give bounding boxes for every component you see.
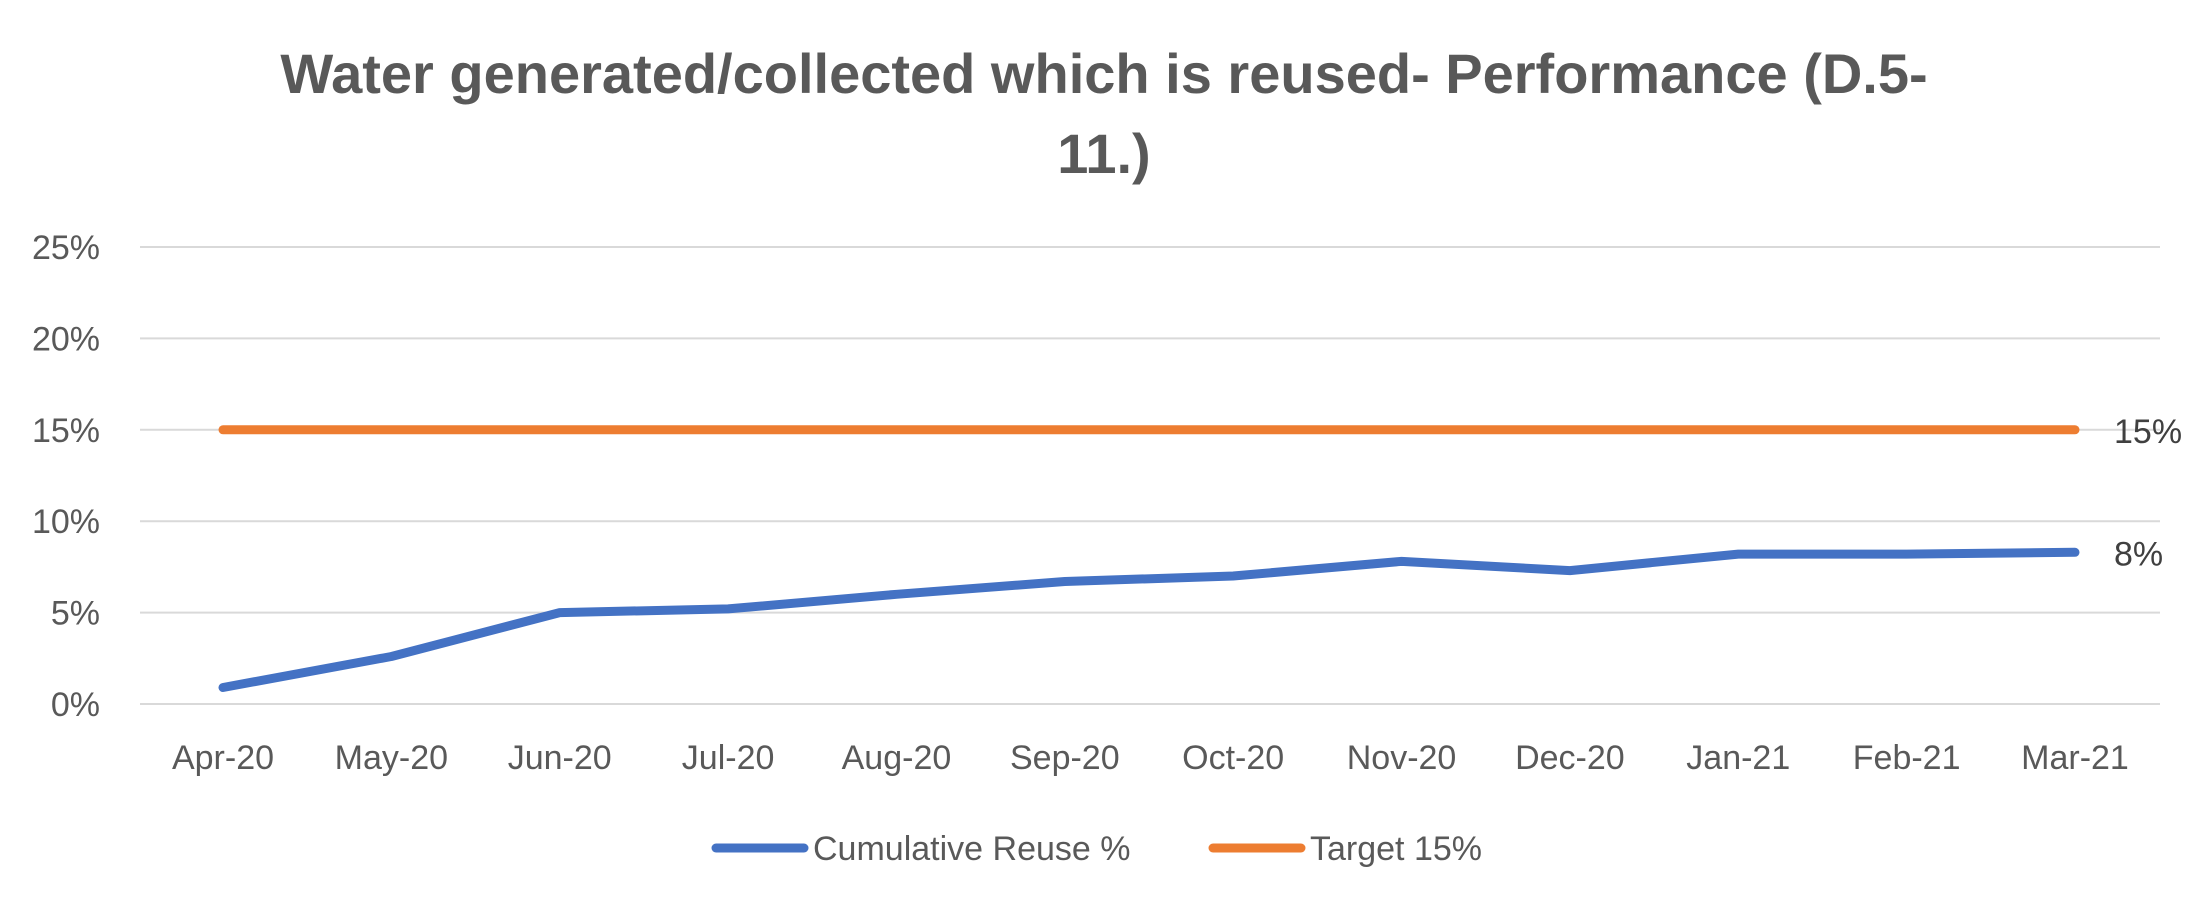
- y-tick-label: 20%: [32, 320, 100, 358]
- y-tick-label: 10%: [32, 503, 100, 541]
- x-axis-ticks: Apr-20 May-20 Jun-20 Jul-20 Aug-20 Sep-20 Oct-…: [172, 739, 2129, 777]
- x-tick-label: Jan-21: [1686, 739, 1790, 777]
- series-line-0: [218, 547, 2080, 692]
- legend-label-1: Target 15%: [1310, 830, 1482, 868]
- chart-title-line-2: 11.): [1057, 122, 1150, 185]
- x-tick-label: Oct-20: [1182, 739, 1284, 777]
- legend-label-0: Cumulative Reuse %: [813, 830, 1130, 868]
- data-label-series-1: 15%: [2114, 413, 2182, 451]
- series-lines: [218, 425, 2080, 692]
- x-tick-label: Jun-20: [508, 739, 612, 777]
- data-label-series-0: 8%: [2114, 535, 2163, 573]
- y-tick-label: 0%: [51, 686, 100, 724]
- x-tick-label: Apr-20: [172, 739, 274, 777]
- data-labels: 15% 8%: [2114, 413, 2182, 573]
- y-tick-label: 15%: [32, 412, 100, 450]
- chart-title-line-1: Water generated/collected which is reuse…: [280, 42, 1927, 105]
- x-tick-label: Sep-20: [1010, 739, 1120, 777]
- x-tick-label: May-20: [335, 739, 448, 777]
- x-tick-label: Jul-20: [682, 739, 775, 777]
- x-tick-label: Nov-20: [1347, 739, 1457, 777]
- legend: Cumulative Reuse % Target 15%: [711, 830, 1482, 868]
- x-tick-label: Mar-21: [2021, 739, 2129, 777]
- y-axis-ticks: 0% 5% 10% 15% 20% 25%: [32, 229, 100, 724]
- y-tick-label: 5%: [51, 595, 100, 633]
- y-tick-label: 25%: [32, 229, 100, 267]
- gridlines: [140, 246, 2160, 705]
- x-tick-label: Feb-21: [1853, 739, 1961, 777]
- x-tick-label: Aug-20: [842, 739, 952, 777]
- x-tick-label: Dec-20: [1515, 739, 1625, 777]
